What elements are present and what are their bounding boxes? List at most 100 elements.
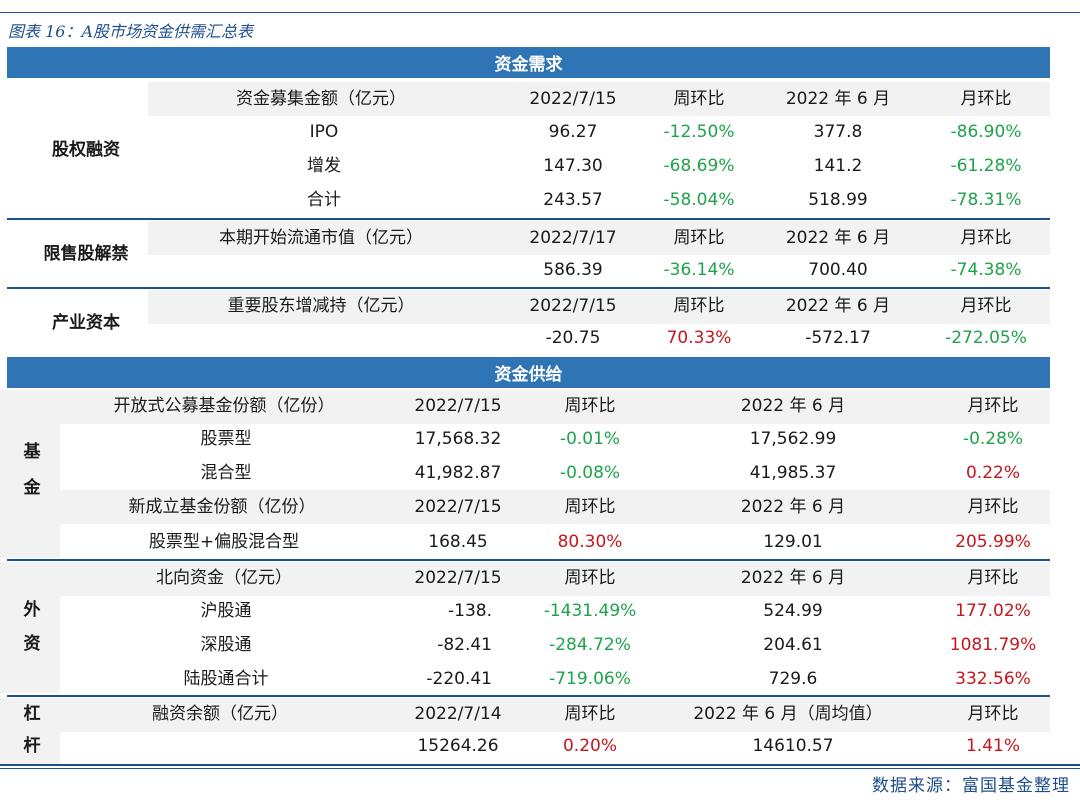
foreign-header-mom: 月环比 [967, 568, 1019, 588]
fund-label-char-1: 基 [23, 442, 41, 462]
industrial-header-band [148, 290, 1050, 324]
fund-new-header-mom: 月环比 [967, 497, 1019, 517]
industrial-wow: 70.33% [666, 328, 732, 348]
demand-banner: 资金需求 [7, 47, 1050, 78]
lockup-mom: -74.38% [950, 260, 1022, 280]
foreign-label-band [0, 562, 60, 693]
lockup-header-band [148, 221, 1050, 255]
equity-header-wow: 周环比 [673, 89, 725, 109]
industrial-header-wow: 周环比 [673, 296, 725, 316]
industrial-mom: -272.05% [945, 328, 1027, 348]
top-rule [0, 12, 1080, 13]
industrial-header-date: 2022/7/15 [529, 296, 617, 316]
foreign-sz-name: 深股通 [200, 635, 252, 655]
equity-row-add-wow: -68.69% [663, 156, 735, 176]
fund-open-header-band [60, 390, 1050, 424]
fund-stock-wow: -0.01% [559, 429, 621, 449]
bottom-rule [0, 764, 1080, 766]
foreign-sz-wow: -284.72% [549, 635, 631, 655]
fund-hybrid-month: 41,985.37 [749, 463, 837, 483]
foreign-label-char-1: 外 [23, 600, 41, 620]
source-note: 数据来源：富国基金整理 [872, 776, 1070, 796]
lockup-header-mom: 月环比 [960, 228, 1012, 248]
foreign-total-wow: -719.06% [549, 669, 631, 689]
foreign-sh-mom: 177.02% [955, 601, 1031, 621]
industrial-month: -572.17 [805, 328, 871, 348]
foreign-total-mom: 332.56% [955, 669, 1031, 689]
leverage-header-month: 2022 年 6 月（周均值） [693, 704, 883, 724]
fund-open-header-wow: 周环比 [564, 396, 616, 416]
leverage-label-char-1: 杠 [23, 704, 41, 724]
lockup-value: 586.39 [543, 260, 603, 280]
leverage-month: 14610.57 [752, 736, 834, 756]
leverage-header-title: 融资余额（亿元） [152, 704, 288, 724]
fund-stock-name: 股票型 [200, 429, 252, 449]
industrial-header-month: 2022 年 6 月 [785, 296, 891, 316]
fund-hybrid-name: 混合型 [200, 463, 252, 483]
leverage-header-mom: 月环比 [967, 704, 1019, 724]
foreign-total-value: -220.41 [426, 669, 492, 689]
leverage-value: 15264.26 [417, 736, 499, 756]
equity-row-ipo-wow: -12.50% [663, 122, 735, 142]
equity-row-ipo-name: IPO [309, 122, 339, 142]
foreign-header-month: 2022 年 6 月 [740, 568, 846, 588]
fund-stock-value: 17,568.32 [414, 429, 502, 449]
foreign-header-title: 北向资金（亿元） [156, 568, 292, 588]
foreign-sz-mom: 1081.79% [949, 635, 1037, 655]
fund-hybrid-wow: -0.08% [559, 463, 621, 483]
equity-row-total-name: 合计 [307, 190, 341, 210]
section-divider [7, 287, 1050, 289]
fund-new-header-wow: 周环比 [564, 497, 616, 517]
equity-row-total-wow: -58.04% [663, 190, 735, 210]
fund-new-value: 168.45 [428, 532, 488, 552]
foreign-sh-value: -138. [448, 601, 492, 621]
equity-header-month: 2022 年 6 月 [785, 89, 891, 109]
foreign-sh-month: 524.99 [763, 601, 823, 621]
fund-open-header-date: 2022/7/15 [414, 396, 502, 416]
equity-row-total-mom: -78.31% [950, 190, 1022, 210]
foreign-header-wow: 周环比 [564, 568, 616, 588]
leverage-header-wow: 周环比 [564, 704, 616, 724]
equity-row-ipo-mom: -86.90% [950, 122, 1022, 142]
fund-new-header-month: 2022 年 6 月 [740, 497, 846, 517]
foreign-sh-name: 沪股通 [200, 601, 252, 621]
lockup-header-wow: 周环比 [673, 228, 725, 248]
fund-new-name: 股票型+偏股混合型 [148, 532, 300, 552]
lockup-header-title: 本期开始流通市值（亿元） [219, 228, 423, 248]
fund-new-header-title: 新成立基金份额（亿份） [128, 497, 316, 517]
leverage-mom: 1.41% [965, 736, 1021, 756]
fund-label-band [0, 390, 60, 558]
equity-header-date: 2022/7/15 [529, 89, 617, 109]
fund-open-header-mom: 月环比 [967, 396, 1019, 416]
section-divider [7, 218, 1050, 220]
leverage-label-char-2: 杆 [23, 736, 41, 756]
lockup-header-date: 2022/7/17 [529, 228, 617, 248]
leverage-header-band [60, 698, 1050, 732]
fund-new-wow: 80.30% [557, 532, 623, 552]
equity-row-add-mom: -61.28% [950, 156, 1022, 176]
fund-new-header-band [60, 490, 1050, 524]
bottom-rule-thin [0, 768, 1080, 769]
industrial-label: 产业资本 [52, 313, 120, 333]
fund-open-header-month: 2022 年 6 月 [740, 396, 846, 416]
foreign-sz-value: -82.41 [437, 635, 492, 655]
foreign-total-name: 陆股通合计 [183, 669, 269, 689]
fund-stock-month: 17,562.99 [749, 429, 837, 449]
equity-header-title: 资金募集金额（亿元） [236, 89, 406, 109]
equity-row-total-month: 518.99 [808, 190, 868, 210]
lockup-header-month: 2022 年 6 月 [785, 228, 891, 248]
lockup-wow: -36.14% [663, 260, 735, 280]
equity-header-band [148, 82, 1050, 116]
section-divider [7, 695, 1050, 697]
foreign-total-month: 729.6 [768, 669, 818, 689]
figure-caption: 图表 16：A股市场资金供需汇总表 [8, 22, 254, 41]
leverage-wow: 0.20% [562, 736, 618, 756]
fund-hybrid-value: 41,982.87 [414, 463, 502, 483]
foreign-sz-month: 204.61 [763, 635, 823, 655]
fund-open-header-title: 开放式公募基金份额（亿份） [113, 396, 335, 416]
equity-label: 股权融资 [52, 140, 120, 160]
equity-row-add-value: 147.30 [543, 156, 603, 176]
leverage-label-band [0, 698, 60, 764]
lockup-label: 限售股解禁 [43, 244, 129, 264]
supply-banner: 资金供给 [7, 357, 1050, 388]
